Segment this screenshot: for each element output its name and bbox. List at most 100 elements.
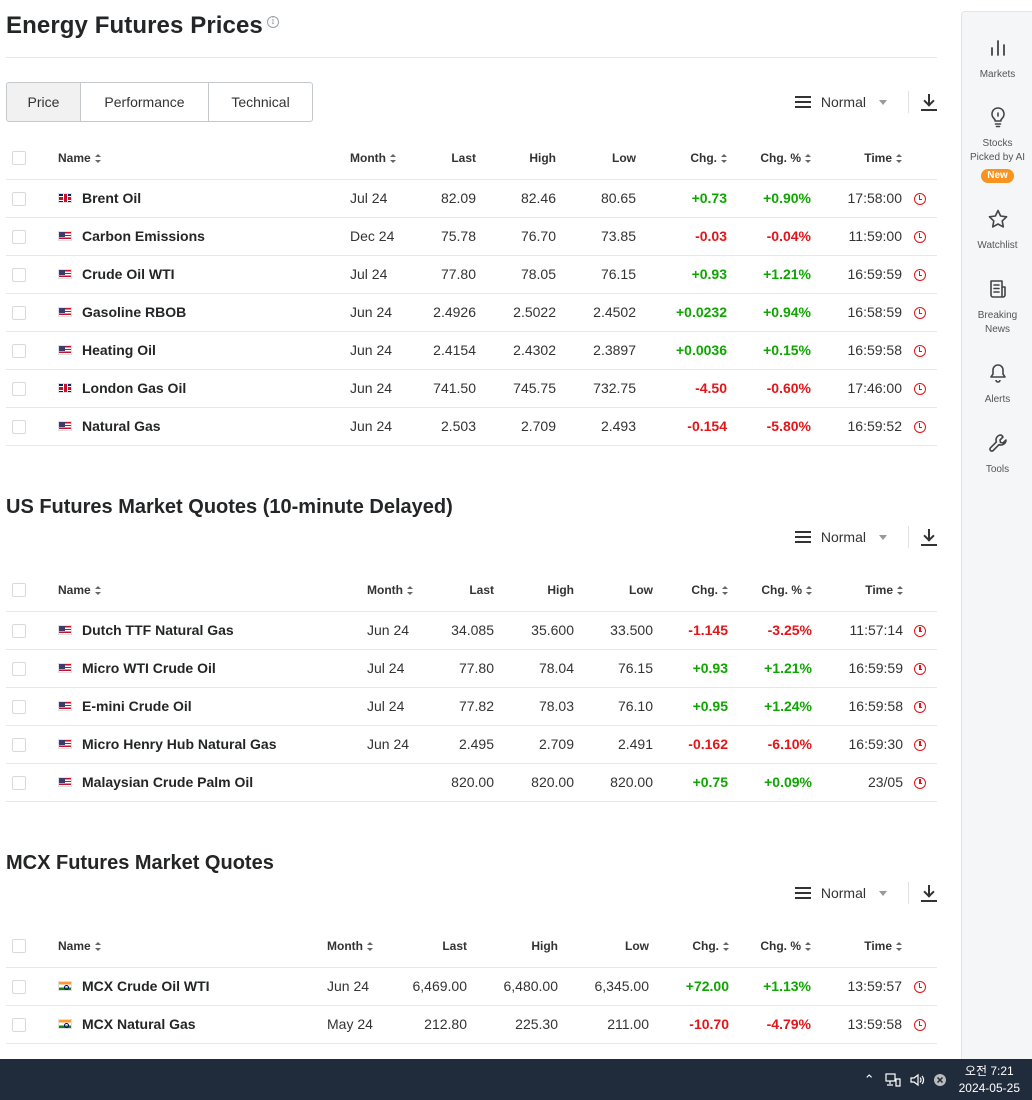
table-row[interactable]: E-mini Crude Oil Jul 24 77.82 78.03 76.10 +0.… [6, 687, 937, 726]
view-select[interactable]: Normal [794, 885, 887, 901]
tab-technical[interactable]: Technical [208, 82, 313, 122]
col-chg-pct[interactable]: Chg. % [727, 137, 811, 180]
row-checkbox[interactable] [12, 230, 26, 245]
col-month[interactable]: Month [327, 925, 382, 968]
info-icon[interactable]: i [267, 16, 279, 28]
clock-icon[interactable] [913, 269, 926, 282]
clock-icon[interactable] [913, 307, 926, 320]
col-name[interactable]: Name [58, 925, 327, 968]
instrument-link[interactable]: Micro WTI Crude Oil [82, 660, 216, 676]
col-low: Low [574, 569, 653, 612]
instrument-link[interactable]: Natural Gas [82, 418, 161, 434]
instrument-link[interactable]: MCX Natural Gas [82, 1016, 196, 1032]
instrument-link[interactable]: London Gas Oil [82, 380, 187, 396]
select-all-checkbox[interactable] [12, 939, 26, 954]
col-name[interactable]: Name [58, 137, 350, 180]
table-row[interactable]: Dutch TTF Natural Gas Jun 24 34.085 35.600 3… [6, 611, 937, 650]
flag-uk-icon [58, 193, 72, 203]
table-row[interactable]: Gasoline RBOB Jun 24 2.4926 2.5022 2.4502 +0.… [6, 293, 937, 332]
col-chg[interactable]: Chg. [653, 569, 728, 612]
clock-icon[interactable] [914, 777, 926, 790]
sidebar-item-tools[interactable]: Tools [962, 432, 1032, 477]
instrument-link[interactable]: Dutch TTF Natural Gas [82, 622, 234, 638]
instrument-link[interactable]: Malaysian Crude Palm Oil [82, 774, 254, 790]
cell-high: 2.709 [494, 725, 574, 764]
select-all-checkbox[interactable] [12, 583, 26, 598]
clock-icon[interactable] [913, 981, 926, 994]
col-time[interactable]: Time [811, 925, 902, 968]
chevron-down-icon [879, 99, 887, 105]
download-icon[interactable] [921, 528, 937, 546]
col-name[interactable]: Name [58, 569, 367, 612]
row-checkbox[interactable] [12, 980, 26, 995]
taskbar-clock[interactable]: 오전 7:21 2024-05-25 [959, 1063, 1020, 1097]
instrument-link[interactable]: MCX Crude Oil WTI [82, 978, 210, 994]
col-chg[interactable]: Chg. [649, 925, 729, 968]
instrument-link[interactable]: Brent Oil [82, 190, 142, 206]
instrument-link[interactable]: Heating Oil [82, 342, 156, 358]
table-row[interactable]: London Gas Oil Jun 24 741.50 745.75 732.75 -4… [6, 369, 937, 408]
instrument-link[interactable]: E-mini Crude Oil [82, 698, 192, 714]
table-row[interactable]: Carbon Emissions Dec 24 75.78 76.70 73.85 -0.… [6, 217, 937, 256]
network-icon[interactable] [885, 1072, 901, 1087]
clock-icon[interactable] [914, 701, 926, 714]
instrument-link[interactable]: Gasoline RBOB [82, 304, 187, 320]
chevron-up-icon[interactable]: ⌃ [863, 1071, 875, 1087]
col-month[interactable]: Month [350, 137, 406, 180]
table-row[interactable]: MCX Crude Oil WTI Jun 24 6,469.00 6,480.00 6… [6, 967, 937, 1006]
col-chg-pct[interactable]: Chg. % [729, 925, 811, 968]
table-row[interactable]: Brent Oil Jul 24 82.09 82.46 80.65 +0.73 +0.90… [6, 179, 937, 218]
row-checkbox[interactable] [12, 344, 26, 359]
row-checkbox[interactable] [12, 1018, 26, 1033]
close-circle-icon[interactable] [933, 1073, 947, 1087]
clock-icon[interactable] [913, 231, 926, 244]
row-checkbox[interactable] [12, 268, 26, 283]
col-time[interactable]: Time [812, 569, 903, 612]
clock-icon[interactable] [914, 739, 926, 752]
col-month[interactable]: Month [367, 569, 422, 612]
table-row[interactable]: Micro WTI Crude Oil Jul 24 77.80 78.04 76.15… [6, 649, 937, 688]
clock-icon[interactable] [913, 193, 926, 206]
clock-icon[interactable] [913, 1019, 926, 1032]
tab-price[interactable]: Price [6, 82, 81, 122]
row-checkbox[interactable] [12, 306, 26, 321]
row-checkbox[interactable] [12, 420, 26, 435]
sidebar-item-markets[interactable]: Markets [962, 37, 1032, 82]
sidebar-item-alerts[interactable]: Alerts [962, 362, 1032, 407]
instrument-link[interactable]: Micro Henry Hub Natural Gas [82, 736, 277, 752]
instrument-link[interactable]: Crude Oil WTI [82, 266, 175, 282]
row-checkbox[interactable] [12, 624, 26, 639]
sidebar-item-watchlist[interactable]: Watchlist [962, 208, 1032, 253]
clock-icon[interactable] [913, 383, 926, 396]
clock-icon[interactable] [914, 663, 926, 676]
tab-performance[interactable]: Performance [80, 82, 209, 122]
sidebar-item-breaking-news[interactable]: Breaking News [962, 278, 1032, 337]
col-time[interactable]: Time [811, 137, 902, 180]
row-checkbox[interactable] [12, 382, 26, 397]
table-row[interactable]: Heating Oil Jun 24 2.4154 2.4302 2.3897 +0.00… [6, 331, 937, 370]
clock-icon[interactable] [913, 421, 926, 434]
row-checkbox[interactable] [12, 738, 26, 753]
row-checkbox[interactable] [12, 662, 26, 677]
col-chg-pct[interactable]: Chg. % [728, 569, 812, 612]
table-row[interactable]: Micro Henry Hub Natural Gas Jun 24 2.495 2.… [6, 725, 937, 764]
clock-icon[interactable] [913, 345, 926, 358]
view-select[interactable]: Normal [794, 94, 887, 110]
row-checkbox[interactable] [12, 192, 26, 207]
row-checkbox[interactable] [12, 776, 26, 791]
select-all-checkbox[interactable] [12, 151, 26, 166]
sidebar-item-stocks-ai[interactable]: Stocks Picked by AI New [962, 106, 1032, 183]
instrument-link[interactable]: Carbon Emissions [82, 228, 205, 244]
table-row[interactable]: Natural Gas Jun 24 2.503 2.709 2.493 -0.154 -5… [6, 407, 937, 446]
volume-icon[interactable] [909, 1073, 925, 1087]
table-row[interactable]: MCX Natural Gas May 24 212.80 225.30 211.00-… [6, 1005, 937, 1044]
table-row[interactable]: Malaysian Crude Palm Oil 820.00 820.00 820.… [6, 763, 937, 802]
flag-us-icon [58, 269, 72, 279]
row-checkbox[interactable] [12, 700, 26, 715]
download-icon[interactable] [921, 884, 937, 902]
view-select[interactable]: Normal [794, 529, 887, 545]
clock-icon[interactable] [914, 625, 926, 638]
table-row[interactable]: Crude Oil WTI Jul 24 77.80 78.05 76.15 +0.93 +… [6, 255, 937, 294]
col-chg[interactable]: Chg. [636, 137, 727, 180]
download-icon[interactable] [921, 93, 937, 111]
